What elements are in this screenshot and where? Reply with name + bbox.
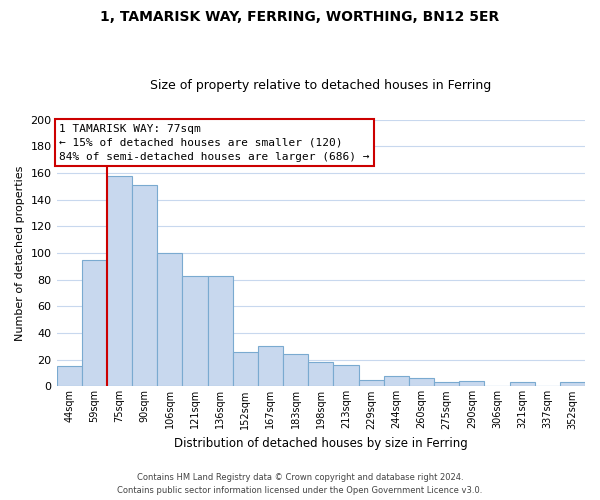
Text: 1 TAMARISK WAY: 77sqm
← 15% of detached houses are smaller (120)
84% of semi-det: 1 TAMARISK WAY: 77sqm ← 15% of detached … (59, 124, 370, 162)
Bar (208, 276, 233, 386)
Bar (82, 260, 107, 386)
Bar (509, 382, 535, 386)
Bar (560, 382, 585, 386)
Title: Size of property relative to detached houses in Ferring: Size of property relative to detached ho… (150, 79, 491, 92)
Bar (383, 376, 409, 386)
Bar (283, 354, 308, 386)
Bar (334, 365, 359, 386)
Y-axis label: Number of detached properties: Number of detached properties (15, 166, 25, 340)
Bar (308, 362, 334, 386)
Bar (107, 176, 132, 386)
Bar (359, 380, 383, 386)
Text: Contains HM Land Registry data © Crown copyright and database right 2024.
Contai: Contains HM Land Registry data © Crown c… (118, 473, 482, 495)
Bar (233, 352, 258, 386)
Bar (182, 276, 208, 386)
Bar (157, 253, 182, 386)
Bar (56, 366, 82, 386)
Bar (459, 381, 484, 386)
Bar (132, 185, 157, 386)
Bar (409, 378, 434, 386)
Text: 1, TAMARISK WAY, FERRING, WORTHING, BN12 5ER: 1, TAMARISK WAY, FERRING, WORTHING, BN12… (100, 10, 500, 24)
X-axis label: Distribution of detached houses by size in Ferring: Distribution of detached houses by size … (174, 437, 467, 450)
Bar (258, 346, 283, 387)
Bar (434, 382, 459, 386)
